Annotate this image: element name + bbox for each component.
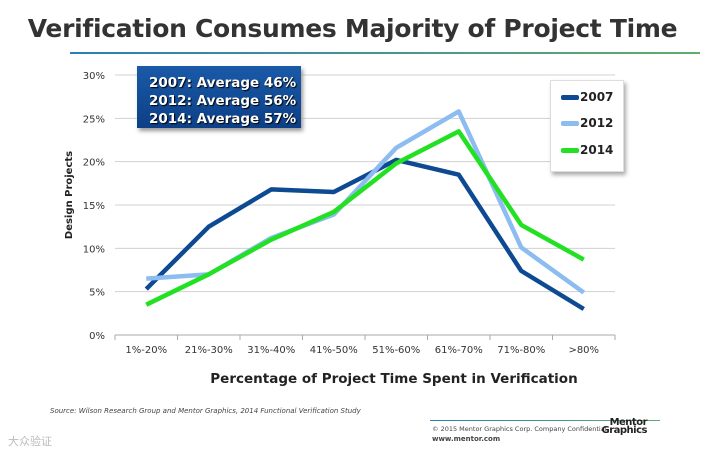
x-tick-label: 71%-80% xyxy=(497,345,545,356)
y-tick-label: 10% xyxy=(83,244,105,255)
y-tick-label: 25% xyxy=(83,114,105,125)
watermark: 大众验证 xyxy=(8,435,52,448)
x-axis-label: Percentage of Project Time Spent in Veri… xyxy=(210,371,577,387)
y-axis-label: Design Projects xyxy=(64,151,75,239)
x-tick-label: 21%-30% xyxy=(185,345,233,356)
x-tick-label: 51%-60% xyxy=(372,345,420,356)
footer-rule xyxy=(430,420,660,421)
y-tick-label: 20% xyxy=(83,158,105,169)
website-link[interactable]: www.mentor.com xyxy=(432,435,501,443)
annotation-line: 2014: Average 57% xyxy=(149,111,297,127)
mentor-logo: Mentor Graphics xyxy=(601,417,648,436)
legend-swatch xyxy=(561,94,579,100)
average-annotation: 2007: Average 46% 2012: Average 56% 2014… xyxy=(137,66,301,128)
series-line-2007 xyxy=(144,157,585,311)
source-note: Source: Wilson Research Group and Mentor… xyxy=(50,407,361,415)
legend-swatch xyxy=(561,147,579,153)
y-tick-label: 30% xyxy=(83,71,105,82)
series-line-2014 xyxy=(145,129,585,307)
legend-label: 2007 xyxy=(580,90,614,104)
legend: 2007 2012 2014 xyxy=(550,80,624,172)
x-tick-label: 31%-40% xyxy=(247,345,295,356)
x-tick-label: 61%-70% xyxy=(435,345,483,356)
annotation-line: 2007: Average 46% xyxy=(149,75,297,91)
legend-swatch xyxy=(561,120,579,126)
legend-label: 2012 xyxy=(580,116,614,130)
legend-label: 2014 xyxy=(580,143,614,157)
y-tick-label: 5% xyxy=(89,288,105,299)
y-tick-label: 0% xyxy=(89,331,105,342)
title-rule xyxy=(70,52,700,54)
x-tick-label: 41%-50% xyxy=(310,345,358,356)
y-tick-label: 15% xyxy=(83,201,105,212)
legend-item-2012: 2012 xyxy=(561,116,613,130)
copyright: © 2015 Mentor Graphics Corp. Company Con… xyxy=(432,425,607,433)
chart-title: Verification Consumes Majority of Projec… xyxy=(27,14,678,43)
x-tick-label: >80% xyxy=(568,345,599,356)
legend-item-2007: 2007 xyxy=(561,90,613,104)
annotation-line: 2012: Average 56% xyxy=(149,93,297,109)
x-tick-label: 1%-20% xyxy=(125,345,167,356)
legend-item-2014: 2014 xyxy=(561,143,613,157)
